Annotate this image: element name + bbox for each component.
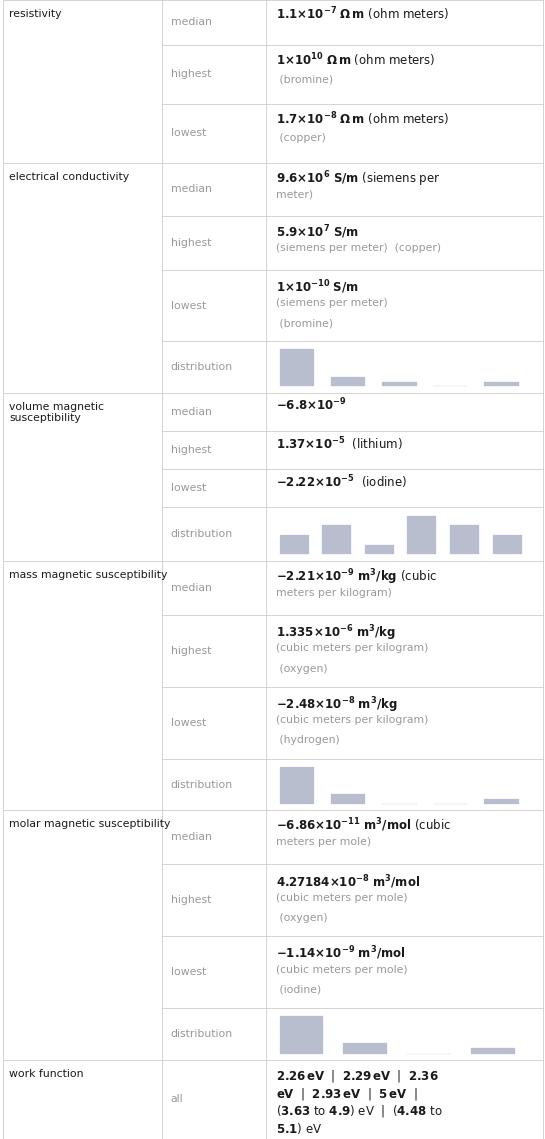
- Text: (siemens per meter)  (copper): (siemens per meter) (copper): [276, 244, 441, 253]
- Bar: [331, 794, 366, 804]
- Text: (cubic meters per kilogram): (cubic meters per kilogram): [276, 715, 428, 726]
- Text: $\mathbf{1.37{\times}10^{-5}}$  (lithium): $\mathbf{1.37{\times}10^{-5}}$ (lithium): [276, 435, 402, 453]
- Text: (cubic meters per kilogram): (cubic meters per kilogram): [276, 644, 428, 654]
- Text: lowest: lowest: [171, 967, 206, 977]
- Text: $\mathbf{2.26\,eV}$  |  $\mathbf{2.29\,eV}$  |  $\mathbf{2.36}$: $\mathbf{2.26\,eV}$ | $\mathbf{2.29\,eV}…: [276, 1068, 439, 1084]
- Bar: [382, 382, 416, 386]
- Text: median: median: [171, 583, 211, 592]
- Text: (hydrogen): (hydrogen): [276, 736, 340, 745]
- Text: highest: highest: [171, 895, 211, 906]
- Bar: [484, 382, 519, 386]
- Text: highest: highest: [171, 238, 211, 248]
- Text: $\mathbf{1{\times}10^{10}\ \Omega\,m}$ (ohm meters): $\mathbf{1{\times}10^{10}\ \Omega\,m}$ (…: [276, 51, 435, 69]
- Text: meters per mole): meters per mole): [276, 837, 371, 847]
- Text: electrical conductivity: electrical conductivity: [9, 172, 129, 181]
- Bar: [493, 535, 522, 555]
- Text: $\mathbf{1{\times}10^{-10}\ S/m}$: $\mathbf{1{\times}10^{-10}\ S/m}$: [276, 279, 359, 296]
- Text: highest: highest: [171, 444, 211, 454]
- Text: lowest: lowest: [171, 483, 206, 493]
- Text: $\mathbf{4.27184{\times}10^{-8}\ m^3/mol}$: $\mathbf{4.27184{\times}10^{-8}\ m^3/mol…: [276, 872, 420, 891]
- Text: median: median: [171, 185, 211, 195]
- Text: distribution: distribution: [171, 779, 233, 789]
- Text: (oxygen): (oxygen): [276, 664, 328, 673]
- Text: (cubic meters per mole): (cubic meters per mole): [276, 965, 408, 975]
- Bar: [280, 767, 314, 804]
- Text: highest: highest: [171, 69, 211, 79]
- Text: median: median: [171, 833, 211, 843]
- Text: distribution: distribution: [171, 1029, 233, 1039]
- Bar: [280, 1016, 323, 1054]
- Text: resistivity: resistivity: [9, 9, 62, 19]
- Text: highest: highest: [171, 646, 211, 656]
- Bar: [484, 798, 519, 804]
- Text: $\mathbf{9.6{\times}10^{6}\ S/m}$ (siemens per: $\mathbf{9.6{\times}10^{6}\ S/m}$ (sieme…: [276, 169, 440, 189]
- Text: meter): meter): [276, 189, 313, 199]
- Text: (bromine): (bromine): [276, 74, 333, 84]
- Text: $\mathbf{5.9{\times}10^{7}\ S/m}$: $\mathbf{5.9{\times}10^{7}\ S/m}$: [276, 223, 359, 240]
- Text: meters per kilogram): meters per kilogram): [276, 588, 392, 598]
- Text: $\mathbf{-6.86{\times}10^{-11}\ m^3/mol}$ (cubic: $\mathbf{-6.86{\times}10^{-11}\ m^3/mol}…: [276, 817, 451, 835]
- Text: (siemens per meter): (siemens per meter): [276, 298, 387, 309]
- Text: lowest: lowest: [171, 301, 206, 311]
- Text: work function: work function: [9, 1070, 84, 1079]
- Text: ($\mathbf{3.63}$ to $\mathbf{4.9}$) eV  |  ($\mathbf{4.48}$ to: ($\mathbf{3.63}$ to $\mathbf{4.9}$) eV |…: [276, 1104, 443, 1120]
- Text: (oxygen): (oxygen): [276, 913, 328, 923]
- Text: $\mathbf{5.1}$) eV: $\mathbf{5.1}$) eV: [276, 1121, 322, 1137]
- Text: $\mathbf{eV}$  |  $\mathbf{2.93\,eV}$  |  $\mathbf{5\,eV}$  |: $\mathbf{eV}$ | $\mathbf{2.93\,eV}$ | $\…: [276, 1085, 417, 1101]
- Text: distribution: distribution: [171, 528, 233, 539]
- Text: lowest: lowest: [171, 718, 206, 728]
- Bar: [365, 544, 393, 555]
- Text: median: median: [171, 407, 211, 417]
- Bar: [280, 535, 308, 555]
- Text: molar magnetic susceptibility: molar magnetic susceptibility: [9, 819, 171, 829]
- Text: lowest: lowest: [171, 128, 206, 138]
- Text: (iodine): (iodine): [276, 985, 321, 995]
- Text: $\mathbf{1.7{\times}10^{-8}\ \Omega\,m}$ (ohm meters): $\mathbf{1.7{\times}10^{-8}\ \Omega\,m}$…: [276, 110, 449, 129]
- Text: volume magnetic
susceptibility: volume magnetic susceptibility: [9, 402, 104, 424]
- Text: $\mathbf{-2.21{\times}10^{-9}\ m^3/kg}$ (cubic: $\mathbf{-2.21{\times}10^{-9}\ m^3/kg}$ …: [276, 567, 437, 587]
- Text: mass magnetic susceptibility: mass magnetic susceptibility: [9, 570, 168, 580]
- Text: (copper): (copper): [276, 133, 326, 144]
- Bar: [450, 525, 479, 555]
- Text: $\mathbf{1.335{\times}10^{-6}\ m^3/kg}$: $\mathbf{1.335{\times}10^{-6}\ m^3/kg}$: [276, 623, 396, 644]
- Text: $\mathbf{-1.14{\times}10^{-9}\ m^3/mol}$: $\mathbf{-1.14{\times}10^{-9}\ m^3/mol}$: [276, 945, 405, 962]
- Bar: [408, 516, 437, 555]
- Bar: [322, 525, 351, 555]
- Text: $\mathbf{1.1{\times}10^{-7}\ \Omega\,m}$ (ohm meters): $\mathbf{1.1{\times}10^{-7}\ \Omega\,m}$…: [276, 6, 449, 23]
- Bar: [343, 1043, 387, 1054]
- Bar: [471, 1048, 514, 1054]
- Text: $\mathbf{-2.48{\times}10^{-8}\ m^3/kg}$: $\mathbf{-2.48{\times}10^{-8}\ m^3/kg}$: [276, 695, 398, 715]
- Text: median: median: [171, 17, 211, 27]
- Text: (cubic meters per mole): (cubic meters per mole): [276, 893, 408, 903]
- Bar: [280, 350, 314, 386]
- Text: distribution: distribution: [171, 362, 233, 371]
- Bar: [331, 377, 366, 386]
- Text: $\mathbf{-6.8{\times}10^{-9}}$: $\mathbf{-6.8{\times}10^{-9}}$: [276, 398, 347, 413]
- Text: all: all: [171, 1095, 183, 1105]
- Text: $\mathbf{-2.22{\times}10^{-5}}$  (iodine): $\mathbf{-2.22{\times}10^{-5}}$ (iodine): [276, 474, 407, 491]
- Text: (bromine): (bromine): [276, 318, 333, 328]
